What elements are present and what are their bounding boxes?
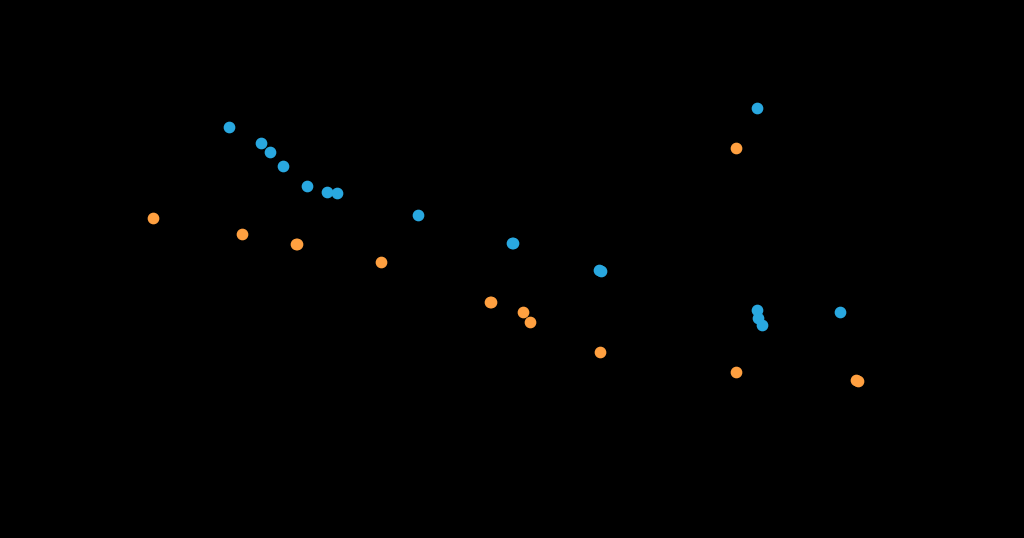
Point bbox=[505, 239, 521, 247]
Point bbox=[262, 148, 279, 157]
Point bbox=[592, 348, 608, 356]
Point bbox=[144, 214, 161, 222]
Point bbox=[515, 308, 531, 316]
Point bbox=[318, 188, 335, 196]
Point bbox=[253, 139, 269, 147]
Point bbox=[754, 321, 770, 329]
Point bbox=[749, 306, 765, 314]
Point bbox=[299, 182, 315, 190]
Point bbox=[522, 318, 539, 327]
Point bbox=[749, 104, 765, 112]
Point bbox=[850, 377, 866, 385]
Point bbox=[728, 144, 744, 152]
Point bbox=[482, 298, 499, 306]
Point bbox=[504, 239, 520, 247]
Point bbox=[289, 240, 305, 249]
Point bbox=[373, 258, 389, 266]
Point bbox=[591, 266, 607, 274]
Point bbox=[329, 189, 345, 197]
Point bbox=[221, 123, 238, 131]
Point bbox=[831, 308, 848, 316]
Point bbox=[274, 162, 291, 171]
Point bbox=[288, 240, 304, 249]
Point bbox=[233, 230, 250, 238]
Point bbox=[410, 211, 426, 220]
Point bbox=[848, 376, 864, 384]
Point bbox=[750, 314, 766, 322]
Point bbox=[482, 298, 499, 306]
Point bbox=[593, 267, 609, 275]
Point bbox=[728, 367, 744, 376]
